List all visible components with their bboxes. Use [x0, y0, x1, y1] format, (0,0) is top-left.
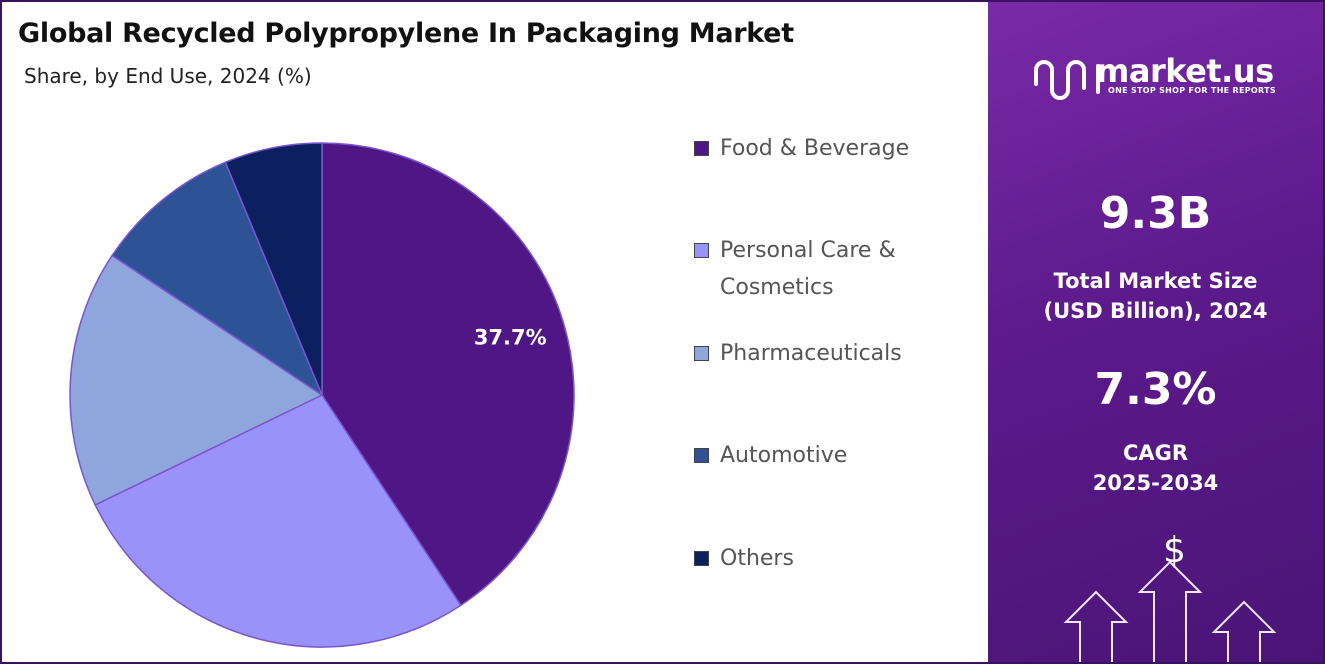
- legend-swatch: [694, 243, 709, 258]
- chart-subtitle: Share, by End Use, 2024 (%): [24, 64, 312, 88]
- market-size: 9.3B: [1099, 188, 1212, 239]
- legend-swatch: [694, 448, 709, 463]
- legend-item: Pharmaceuticals: [694, 335, 960, 372]
- pie-slice: [69, 254, 324, 506]
- legend-label: Pharmaceuticals: [720, 341, 902, 366]
- pie-chart: 37.7%: [69, 142, 575, 648]
- legend-item: Food & Beverage: [694, 130, 960, 167]
- legend-item: Automotive: [694, 437, 960, 474]
- legend-label: Personal Care & Cosmetics: [720, 238, 896, 300]
- brand: market.us: [1096, 52, 1274, 90]
- data-label: 37.7%: [474, 325, 547, 349]
- symbol: $: [1163, 530, 1186, 571]
- market-size-label: Total Market Size: [1053, 269, 1258, 293]
- legend-label: Food & Beverage: [720, 136, 910, 161]
- legend-swatch: [694, 346, 709, 361]
- cagr-label: CAGR: [1122, 441, 1189, 465]
- legend-swatch: [694, 551, 709, 566]
- pie-slice: [224, 142, 323, 396]
- legend-item: Personal Care & Cosmetics: [694, 232, 960, 306]
- chart-title: Global Recycled Polypropylene In Packagi…: [18, 18, 794, 49]
- cagr-label: 2025-2034: [1092, 471, 1219, 495]
- cagr: 7.3%: [1094, 364, 1217, 415]
- market-size-label: (USD Billion), 2024: [1043, 299, 1268, 323]
- legend-item: Others: [694, 540, 960, 577]
- legend-swatch: [694, 141, 709, 156]
- decoration: [1034, 60, 1277, 662]
- pie-slice: [94, 394, 462, 648]
- legend-label: Others: [720, 546, 794, 571]
- legend-label: Automotive: [720, 443, 848, 468]
- pie-slice: [111, 161, 324, 397]
- tagline: ONE STOP SHOP FOR THE REPORTS: [1108, 86, 1276, 95]
- side-panel: market.us ONE STOP SHOP FOR THE REPORTS …: [988, 2, 1323, 662]
